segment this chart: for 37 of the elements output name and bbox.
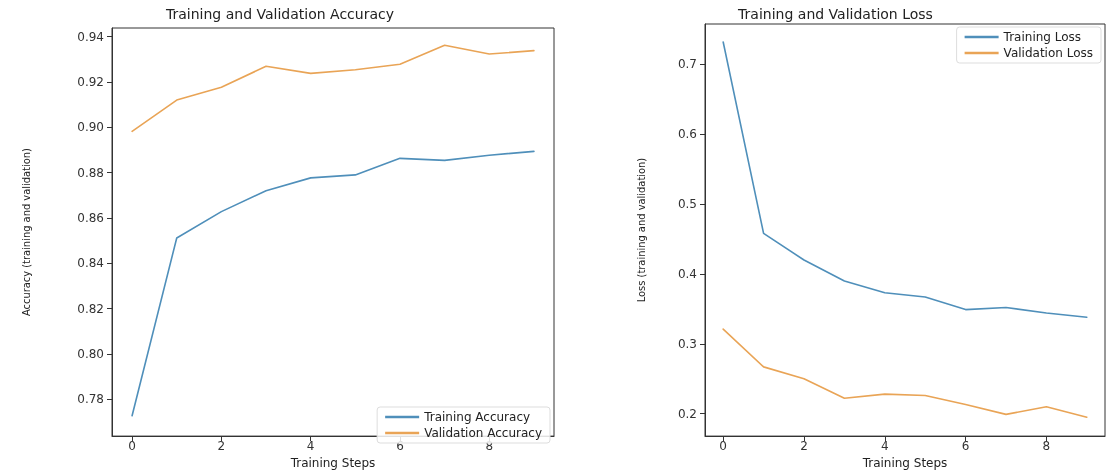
x-tick-label: 4 [306,439,315,454]
y-tick-label: 0.6 [677,127,697,142]
legend-label: Validation Loss [1003,46,1093,60]
y-tick-label: 0.78 [77,392,104,407]
line-series [131,44,535,133]
x-tick-label: 2 [800,439,808,454]
x-tick-label: 8 [1042,439,1051,454]
x-tick-label: 0 [128,439,136,454]
x-tick-label: 6 [396,439,404,454]
y-axis-title: Accuracy (training and validation) [20,147,33,317]
x-tick-label: 4 [880,439,889,454]
y-tick-label: 0.82 [77,301,104,316]
x-tick-label: 8 [485,439,494,454]
y-tick-label: 0.92 [77,74,104,89]
x-tick-label: 2 [217,439,226,454]
chart-title: Training and Validation Accuracy [165,6,394,22]
y-tick-label: 0.2 [677,406,697,421]
y-tick-label: 0.5 [677,197,697,212]
line-series [722,328,1088,418]
y-tick-label: 0.80 [77,347,104,362]
y-tick-label: 0.3 [677,336,697,351]
y-tick-label: 0.88 [77,165,104,180]
chart-title: Training and Validation Loss [737,6,933,22]
y-tick-label: 0.84 [77,256,104,271]
legend-label: Training Loss [1002,30,1082,44]
y-tick-label: 0.94 [77,29,104,44]
y-tick-label: 0.7 [677,57,697,72]
x-axis-title: Training Steps [861,456,948,470]
y-tick-label: 0.90 [77,120,104,135]
legend-label: Validation Accuracy [424,426,542,440]
legend-label: Training Accuracy [423,410,531,424]
y-tick-label: 0.86 [77,210,104,225]
x-axis-title: Training Steps [289,456,376,470]
x-tick-label: 6 [961,439,970,454]
y-axis-title: Loss (training and validation) [635,157,648,303]
y-tick-label: 0.4 [677,266,697,281]
x-tick-label: 0 [719,439,727,454]
